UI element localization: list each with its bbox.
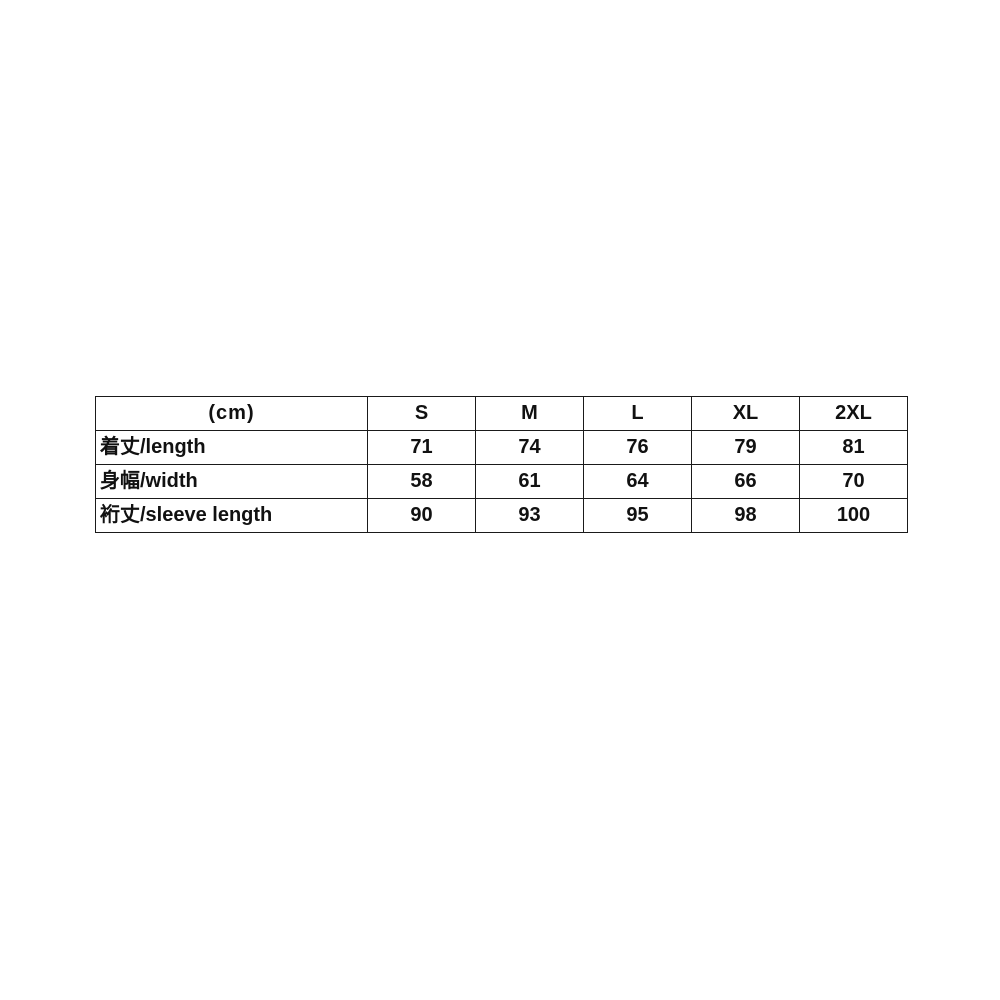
size-chart-table: (cm) S M L XL 2XL 着丈/length 71 74 76 79 81 身幅/width… [95, 396, 908, 533]
value-cell: 93 [475, 498, 584, 533]
value-cell: 66 [691, 464, 800, 499]
value-cell: 70 [799, 464, 908, 499]
size-header-cell: M [475, 396, 584, 431]
size-chart-header-row: (cm) S M L XL 2XL [95, 396, 908, 431]
size-header-cell: L [583, 396, 692, 431]
value-cell: 98 [691, 498, 800, 533]
unit-header-cell: (cm) [95, 396, 368, 431]
value-cell: 61 [475, 464, 584, 499]
row-label-cell: 着丈/length [95, 430, 368, 465]
table-row: 裄丈/sleeve length 90 93 95 98 100 [95, 498, 908, 533]
value-cell: 100 [799, 498, 908, 533]
table-row: 着丈/length 71 74 76 79 81 [95, 430, 908, 465]
row-label-cell: 身幅/width [95, 464, 368, 499]
value-cell: 79 [691, 430, 800, 465]
table-row: 身幅/width 58 61 64 66 70 [95, 464, 908, 499]
value-cell: 71 [367, 430, 476, 465]
size-header-cell: S [367, 396, 476, 431]
value-cell: 58 [367, 464, 476, 499]
size-header-cell: XL [691, 396, 800, 431]
value-cell: 81 [799, 430, 908, 465]
value-cell: 90 [367, 498, 476, 533]
size-header-cell: 2XL [799, 396, 908, 431]
value-cell: 64 [583, 464, 692, 499]
value-cell: 74 [475, 430, 584, 465]
value-cell: 95 [583, 498, 692, 533]
size-chart-body: 着丈/length 71 74 76 79 81 身幅/width 58 61 64 66 70 裄丈/… [95, 430, 908, 533]
value-cell: 76 [583, 430, 692, 465]
row-label-cell: 裄丈/sleeve length [95, 498, 368, 533]
